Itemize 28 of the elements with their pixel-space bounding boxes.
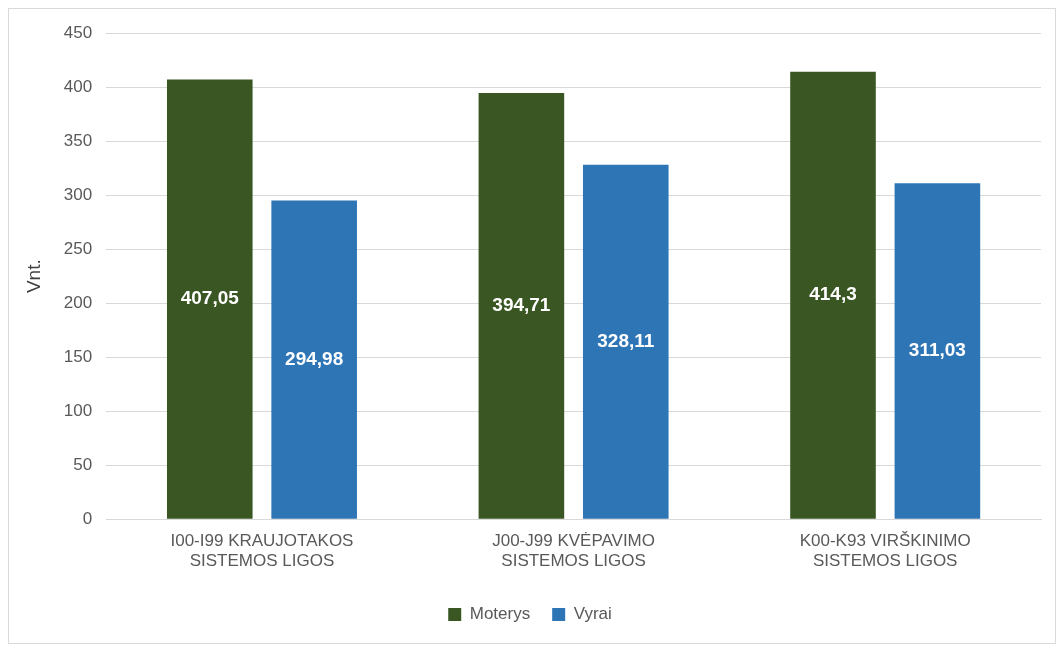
y-tick-label: 300 bbox=[63, 184, 93, 204]
bar bbox=[478, 92, 565, 519]
legend-label: Moterys bbox=[469, 604, 531, 624]
y-tick-label: 200 bbox=[63, 292, 93, 312]
bar bbox=[790, 71, 876, 519]
y-tick-label: 450 bbox=[63, 22, 93, 42]
x-tick-label: I00-I99 KRAUJOTAKOS SISTEMOS LIGOS bbox=[170, 531, 354, 571]
data-label: 414,3 bbox=[809, 283, 857, 305]
bar bbox=[271, 200, 357, 519]
y-tick-label: 100 bbox=[63, 400, 93, 420]
data-label: 328,11 bbox=[597, 330, 655, 351]
data-label: 394,71 bbox=[492, 294, 551, 316]
data-label: 407,05 bbox=[180, 287, 240, 309]
data-label: 294,98 bbox=[285, 347, 344, 369]
y-tick-label: 0 bbox=[82, 508, 93, 528]
y-tick-label: 50 bbox=[73, 454, 93, 474]
y-tick-label: 350 bbox=[63, 130, 93, 150]
x-tick-label: K00-K93 VIRŠKINIMO SISTEMOS LIGOS bbox=[799, 531, 971, 571]
x-tick-label: J00-J99 KVĖPAVIMO SISTEMOS LIGOS bbox=[492, 531, 655, 571]
y-tick-label: 250 bbox=[63, 238, 93, 258]
bar bbox=[894, 183, 981, 519]
legend-label: Vyrai bbox=[573, 604, 612, 624]
y-tick-label: 150 bbox=[63, 346, 93, 366]
bar bbox=[582, 164, 669, 519]
bar bbox=[166, 79, 253, 519]
y-axis-title: Vnt. bbox=[22, 259, 44, 294]
y-tick-label: 400 bbox=[63, 76, 93, 96]
data-label: 311,03 bbox=[908, 339, 966, 361]
